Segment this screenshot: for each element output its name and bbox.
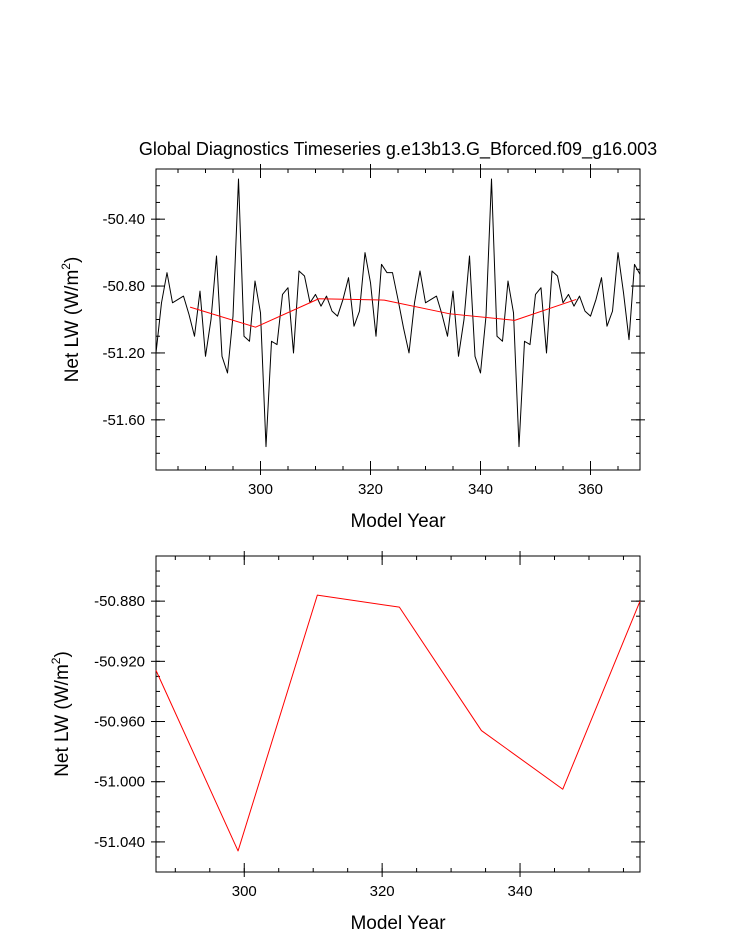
y-axis-label-close: ) <box>52 651 73 657</box>
y-tick-label: -50.40 <box>102 211 145 228</box>
series-line-annual <box>155 178 641 448</box>
y-tick-label: -50.920 <box>94 653 145 670</box>
x-tick-label: 300 <box>248 481 273 498</box>
x-tick-label: 300 <box>232 883 257 900</box>
y-axis-label: Net LW (W/m2) <box>49 651 73 777</box>
series-line-running-mean <box>189 298 577 328</box>
y-tick-label: -51.20 <box>102 345 145 362</box>
top-timeseries-plot: 300 320 340 360 -51.60 -51.20 -50.80 -50.40 Mode… <box>59 164 645 532</box>
y-axis-label-superscript: 2 <box>49 657 63 664</box>
plot-frame <box>155 168 641 471</box>
y-tick-label: -50.80 <box>102 278 145 295</box>
y-tick-label: -51.040 <box>94 834 145 851</box>
y-axis-label: Net LW (W/m2) <box>59 257 83 383</box>
y-axis-label-superscript: 2 <box>59 263 73 270</box>
y-axis-label-text: Net LW (W/m <box>62 270 83 383</box>
y-axis-label-text: Net LW (W/m <box>52 664 73 777</box>
series-line-running-mean <box>155 594 641 852</box>
plot-frame <box>155 555 641 873</box>
x-tick-label: 320 <box>370 883 395 900</box>
x-tick-label: 340 <box>508 883 533 900</box>
y-tick-label: -50.960 <box>94 714 145 731</box>
bottom-running-mean-plot: 300 320 340 -51.040 -51.000 -50.960 -50.920 -50… <box>49 551 645 934</box>
y-tick-label: -51.000 <box>94 774 145 791</box>
y-tick-label: -51.60 <box>102 412 145 429</box>
y-axis-label-close: ) <box>62 257 83 263</box>
x-tick-label: 320 <box>358 481 383 498</box>
y-tick-label: -50.880 <box>94 593 145 610</box>
x-tick-label: 340 <box>468 481 493 498</box>
x-tick-label: 360 <box>578 481 603 498</box>
x-axis-label: Model Year <box>350 913 446 934</box>
x-axis-label: Model Year <box>350 511 446 532</box>
chart-title: Global Diagnostics Timeseries g.e13b13.G… <box>139 139 657 160</box>
